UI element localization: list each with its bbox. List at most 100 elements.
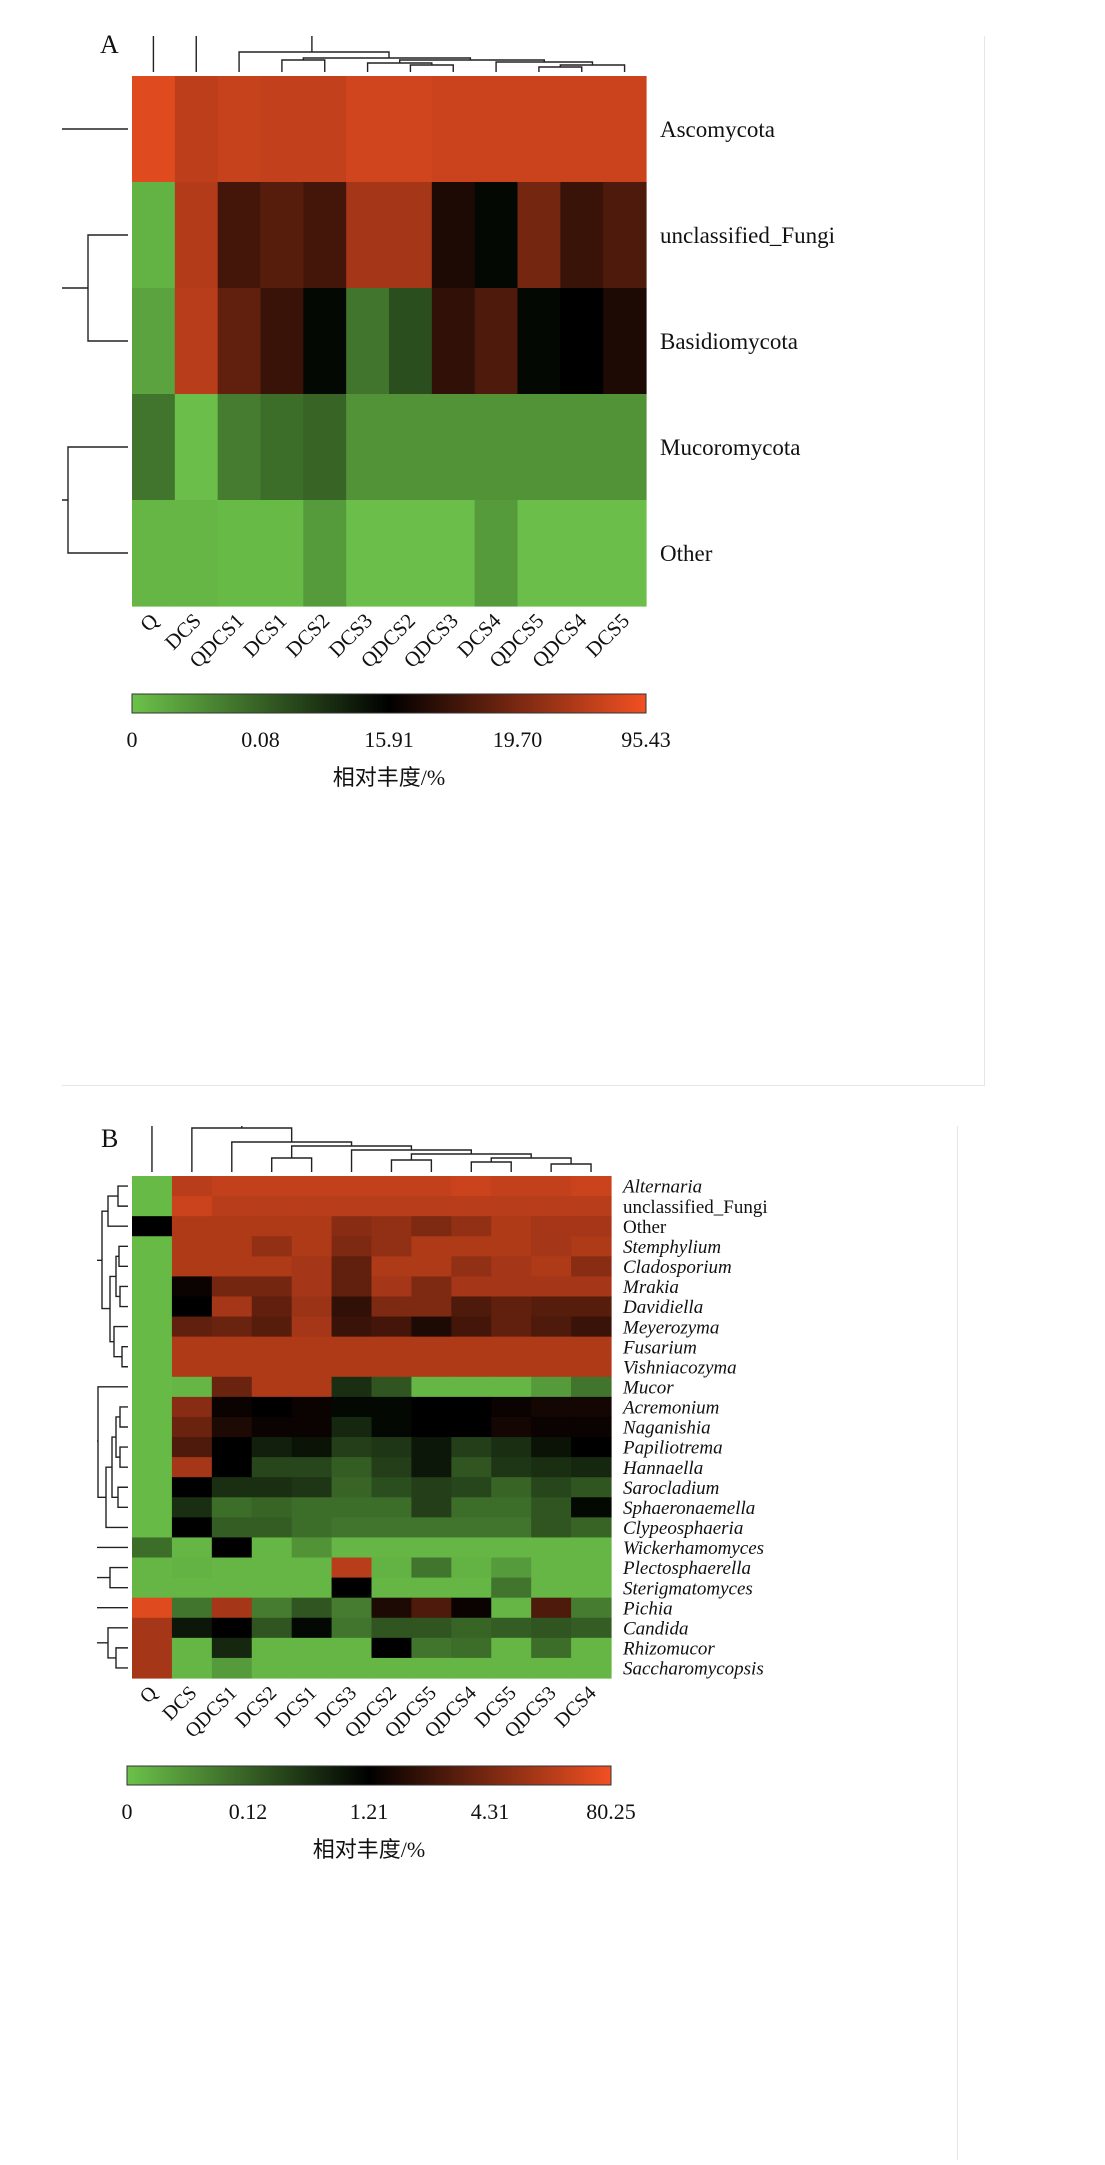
heatmap-cell: [251, 1637, 293, 1659]
heatmap-cell: [171, 1176, 213, 1197]
heatmap-cell: [291, 1597, 333, 1619]
heatmap-cell: [171, 1597, 213, 1619]
heatmap-cell: [491, 1236, 532, 1257]
heatmap-cell: [217, 76, 262, 183]
row-label: Sphaeronaemella: [623, 1498, 755, 1519]
color-scale-tick: 0: [127, 727, 138, 752]
heatmap-cell: [132, 1557, 173, 1579]
heatmap-cell: [431, 76, 476, 183]
heatmap-cell: [411, 1196, 452, 1217]
heatmap-cell: [132, 1477, 173, 1498]
heatmap-cell: [291, 1276, 333, 1298]
column-dendrogram-branch: [538, 66, 583, 72]
row-label: Rhizomucor: [622, 1639, 715, 1660]
heatmap-cell: [451, 1457, 492, 1478]
row-dendrogram-branch: [97, 1386, 128, 1498]
heatmap-cell: [411, 1276, 452, 1298]
heatmap-cell: [371, 1276, 413, 1298]
column-label: Q: [136, 1682, 162, 1708]
heatmap-cell: [531, 1216, 572, 1237]
heatmap-cell: [291, 1316, 333, 1338]
heatmap-cell: [251, 1276, 293, 1298]
heatmap-cell: [571, 1437, 612, 1458]
heatmap-cell: [132, 1196, 173, 1217]
heatmap-cell: [171, 1657, 213, 1679]
color-scale-tick: 4.31: [471, 1799, 510, 1824]
heatmap-cell: [251, 1416, 293, 1438]
heatmap-cell: [171, 1196, 213, 1217]
heatmap-cell: [531, 1477, 572, 1498]
column-label: DCS5: [581, 609, 634, 662]
heatmap-cell: [211, 1577, 253, 1599]
row-label: unclassified_Fungi: [660, 223, 835, 248]
heatmap-cell: [331, 1236, 373, 1257]
heatmap-cell: [451, 1416, 492, 1438]
heatmap-cell: [491, 1577, 532, 1599]
heatmap-cell: [571, 1296, 612, 1318]
heatmap-cell: [531, 1577, 572, 1599]
heatmap-cell: [491, 1497, 532, 1518]
heatmap-cell: [171, 1376, 213, 1398]
heatmap-cell: [431, 500, 476, 607]
heatmap-cell: [171, 1296, 213, 1318]
heatmap-cell: [303, 182, 347, 289]
heatmap-cell: [411, 1517, 452, 1539]
heatmap-cell: [389, 182, 433, 289]
heatmap-cell: [411, 1477, 452, 1498]
heatmap-cell: [491, 1597, 532, 1619]
heatmap-cell: [531, 1296, 572, 1318]
heatmap-cell: [531, 1416, 572, 1438]
row-label: Davidiella: [622, 1297, 703, 1318]
heatmap-cell: [303, 288, 347, 395]
column-dendrogram-branch: [390, 1159, 433, 1172]
heatmap-cell: [346, 182, 390, 289]
heatmap-cell: [331, 1617, 373, 1639]
heatmap-cell: [371, 1477, 413, 1498]
heatmap-cell: [571, 1176, 612, 1197]
heatmap-cell: [251, 1176, 293, 1197]
heatmap-cell: [431, 288, 476, 395]
heatmap-cell: [132, 288, 176, 395]
heatmap-cell: [171, 1497, 213, 1518]
heatmap-cell: [603, 288, 647, 395]
heatmap-cell: [291, 1557, 333, 1579]
heatmap-cell: [491, 1537, 532, 1559]
heatmap-cell: [251, 1296, 293, 1318]
heatmap-cell: [132, 1416, 173, 1438]
row-label: unclassified_Fungi: [623, 1197, 768, 1218]
heatmap-cell: [132, 1336, 173, 1358]
heatmap-cell: [531, 1176, 572, 1197]
row-label: Mucor: [622, 1377, 674, 1398]
heatmap-cell: [132, 1617, 173, 1639]
heatmap-cell: [571, 1597, 612, 1619]
heatmap-cell: [571, 1276, 612, 1298]
heatmap-cell: [251, 1256, 293, 1277]
heatmap-cell: [132, 1517, 173, 1539]
row-label: Sterigmatomyces: [623, 1578, 753, 1599]
row-label: Candida: [623, 1618, 688, 1639]
heatmap-cell: [211, 1196, 253, 1217]
heatmap-cell: [291, 1457, 333, 1478]
heatmap-cell: [217, 182, 262, 289]
heatmap-cell: [132, 1316, 173, 1338]
heatmap-cell: [331, 1657, 373, 1679]
heatmap-cell: [331, 1517, 373, 1539]
heatmap-cell: [291, 1356, 333, 1378]
row-label: Cladosporium: [623, 1257, 732, 1278]
heatmap-cell: [451, 1296, 492, 1318]
heatmap-cell: [291, 1196, 333, 1217]
heatmap-cell: [531, 1276, 572, 1298]
heatmap-cell: [291, 1657, 333, 1679]
heatmap-cell: [251, 1457, 293, 1478]
heatmap-cell: [174, 76, 219, 183]
heatmap-cell: [171, 1256, 213, 1277]
heatmap-cell: [211, 1617, 253, 1639]
heatmap-cell: [291, 1637, 333, 1659]
heatmap-cell: [411, 1597, 452, 1619]
heatmap-cell: [211, 1457, 253, 1478]
heatmap-cell: [451, 1396, 492, 1418]
row-label: Other: [623, 1217, 667, 1238]
heatmap-cell: [531, 1497, 572, 1518]
heatmap-cell: [491, 1296, 532, 1318]
row-dendrogram-branch: [121, 1345, 128, 1368]
